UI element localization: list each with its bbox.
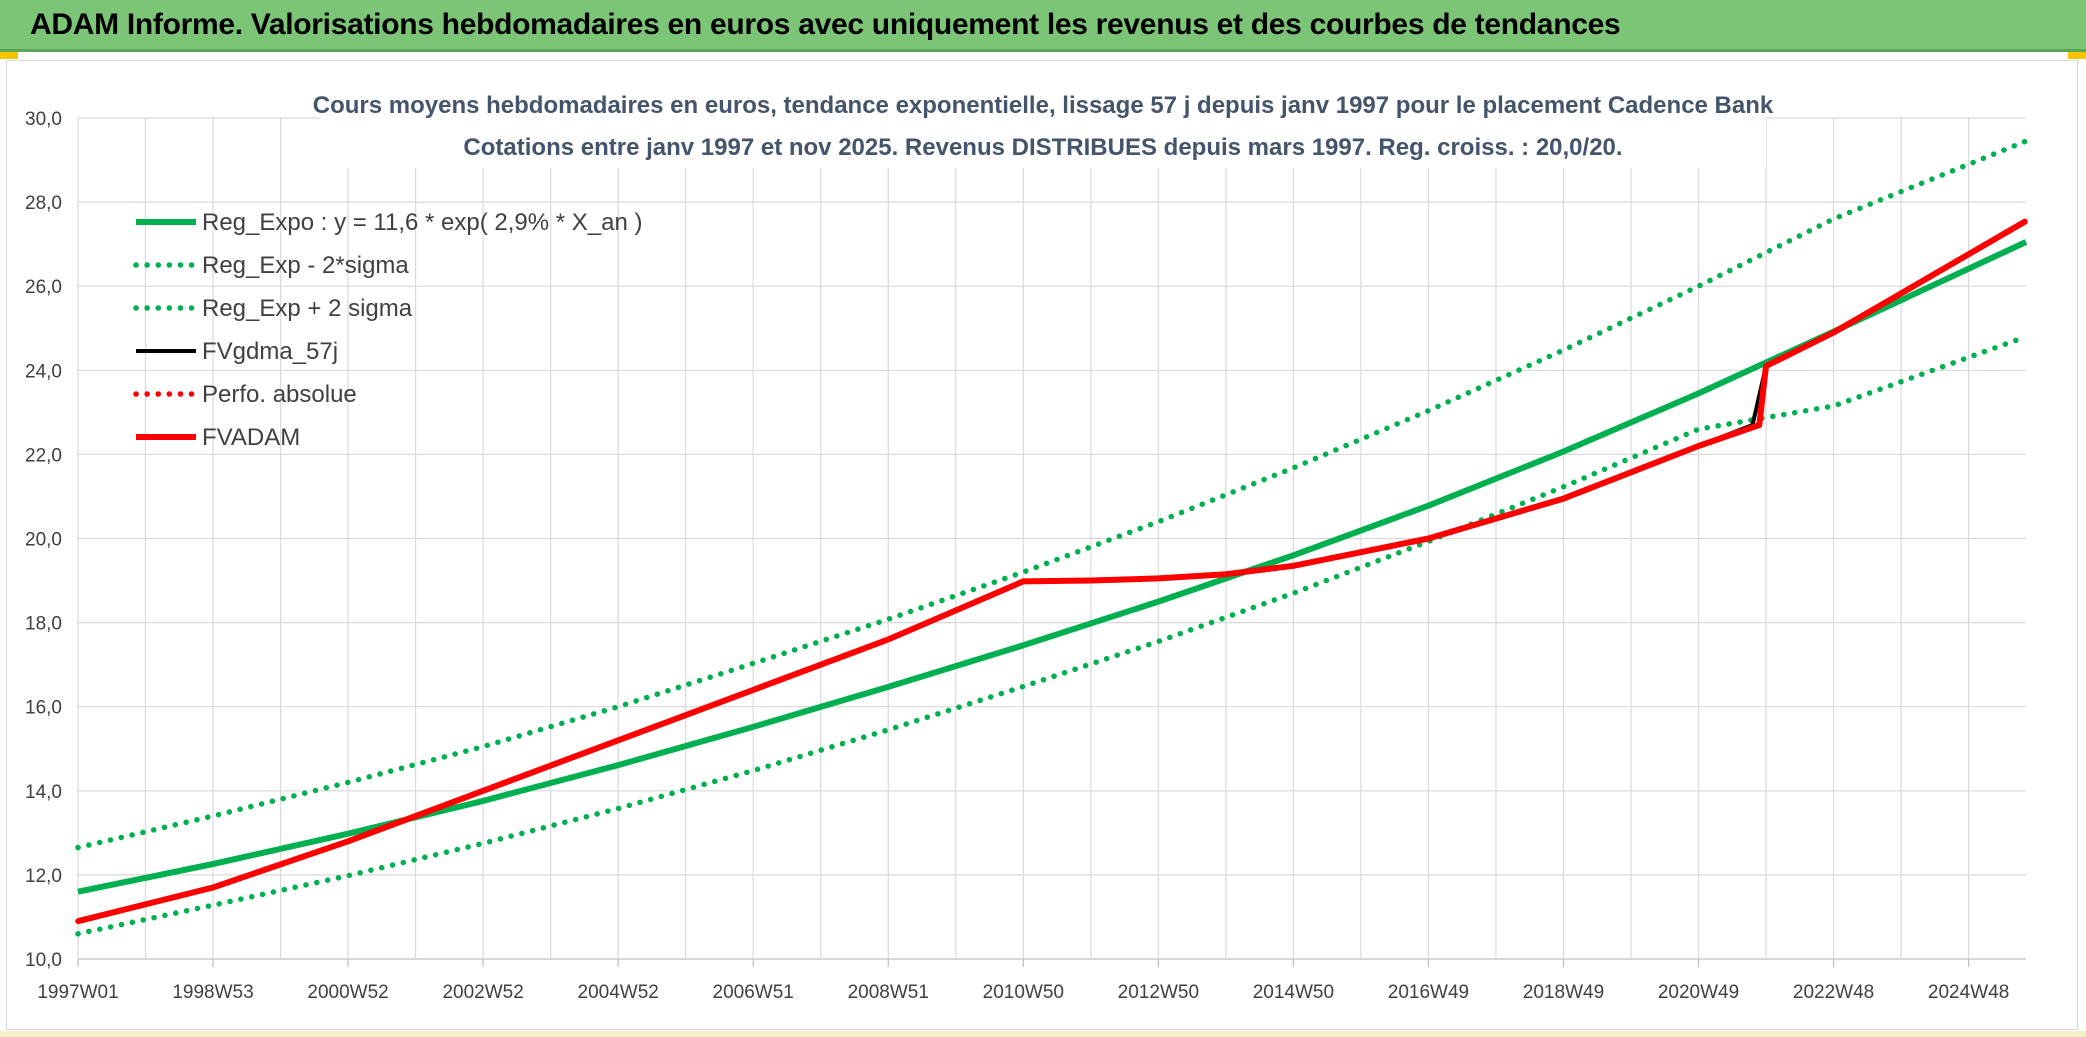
y-tick-label: 24,0 (25, 361, 62, 382)
corner-mark-left (0, 52, 18, 59)
series-line-1 (75, 333, 2029, 937)
bottom-stripe (0, 1031, 2086, 1037)
legend: Reg_Expo : y = 11,6 * exp( 2,9% * X_an )… (133, 209, 642, 451)
x-tick-label: 2018W49 (1523, 982, 1604, 1003)
legend-label: Perfo. absolue (202, 381, 357, 408)
x-tick-label: 2004W52 (578, 982, 659, 1003)
series-line-0 (77, 239, 2028, 895)
x-tick-label: 2016W49 (1388, 982, 1469, 1003)
y-tick-label: 16,0 (25, 698, 62, 719)
x-tick-label: 1998W53 (172, 982, 253, 1003)
x-tick-label: 2022W48 (1793, 982, 1874, 1003)
x-tick-label: 2008W51 (848, 982, 929, 1003)
y-tick-label: 14,0 (25, 782, 62, 803)
x-tick-label: 2024W48 (1928, 982, 2009, 1003)
header-bar: ADAM Informe. Valorisations hebdomadaire… (0, 0, 2086, 52)
y-tick-label: 12,0 (25, 866, 62, 887)
series-line-3 (77, 219, 2028, 924)
x-tick-label: 2012W50 (1118, 982, 1199, 1003)
series-line-2 (75, 138, 2029, 851)
axis-layer: 10,0 12,0 14,0 16,0 18,0 20,0 22,0 24,0 26,0 28,0… (25, 109, 2009, 1003)
x-tick-label: 2014W50 (1253, 982, 1334, 1003)
y-tick-label: 10,0 (25, 950, 62, 971)
chart-title-line2: Cotations entre janv 1997 et nov 2025. R… (463, 134, 1622, 161)
series-line-4 (75, 218, 2029, 924)
legend-label: Reg_Exp - 2*sigma (202, 252, 409, 279)
chart-title-block: Cours moyens hebdomadaires en euros, ten… (313, 84, 1774, 168)
corner-mark-right (2068, 52, 2086, 59)
series-line-5 (77, 218, 2028, 925)
x-tick-label: 2002W52 (442, 982, 523, 1003)
y-tick-label: 22,0 (25, 445, 62, 466)
legend-label: Reg_Exp + 2 sigma (202, 295, 413, 322)
x-tick-label: 2006W51 (713, 982, 794, 1003)
legend-label: Reg_Expo : y = 11,6 * exp( 2,9% * X_an ) (202, 209, 642, 236)
y-tick-label: 18,0 (25, 614, 62, 635)
y-tick-label: 28,0 (25, 193, 62, 214)
series-layer (75, 138, 2029, 937)
page-title: ADAM Informe. Valorisations hebdomadaire… (30, 8, 1621, 41)
legend-label: FVgdma_57j (202, 338, 338, 365)
x-tick-label: 1997W01 (37, 982, 118, 1003)
chart-title-background (320, 84, 1766, 168)
x-tick-label: 2020W49 (1658, 982, 1739, 1003)
chart-title-line1: Cours moyens hebdomadaires en euros, ten… (313, 92, 1774, 119)
legend-label: FVADAM (202, 424, 300, 451)
y-tick-label: 20,0 (25, 530, 62, 551)
x-tick-label: 2000W52 (307, 982, 388, 1003)
x-tick-label: 2010W50 (983, 982, 1064, 1003)
chart-frame (6, 60, 2078, 1030)
y-tick-label: 26,0 (25, 277, 62, 298)
y-tick-label: 30,0 (25, 109, 62, 130)
